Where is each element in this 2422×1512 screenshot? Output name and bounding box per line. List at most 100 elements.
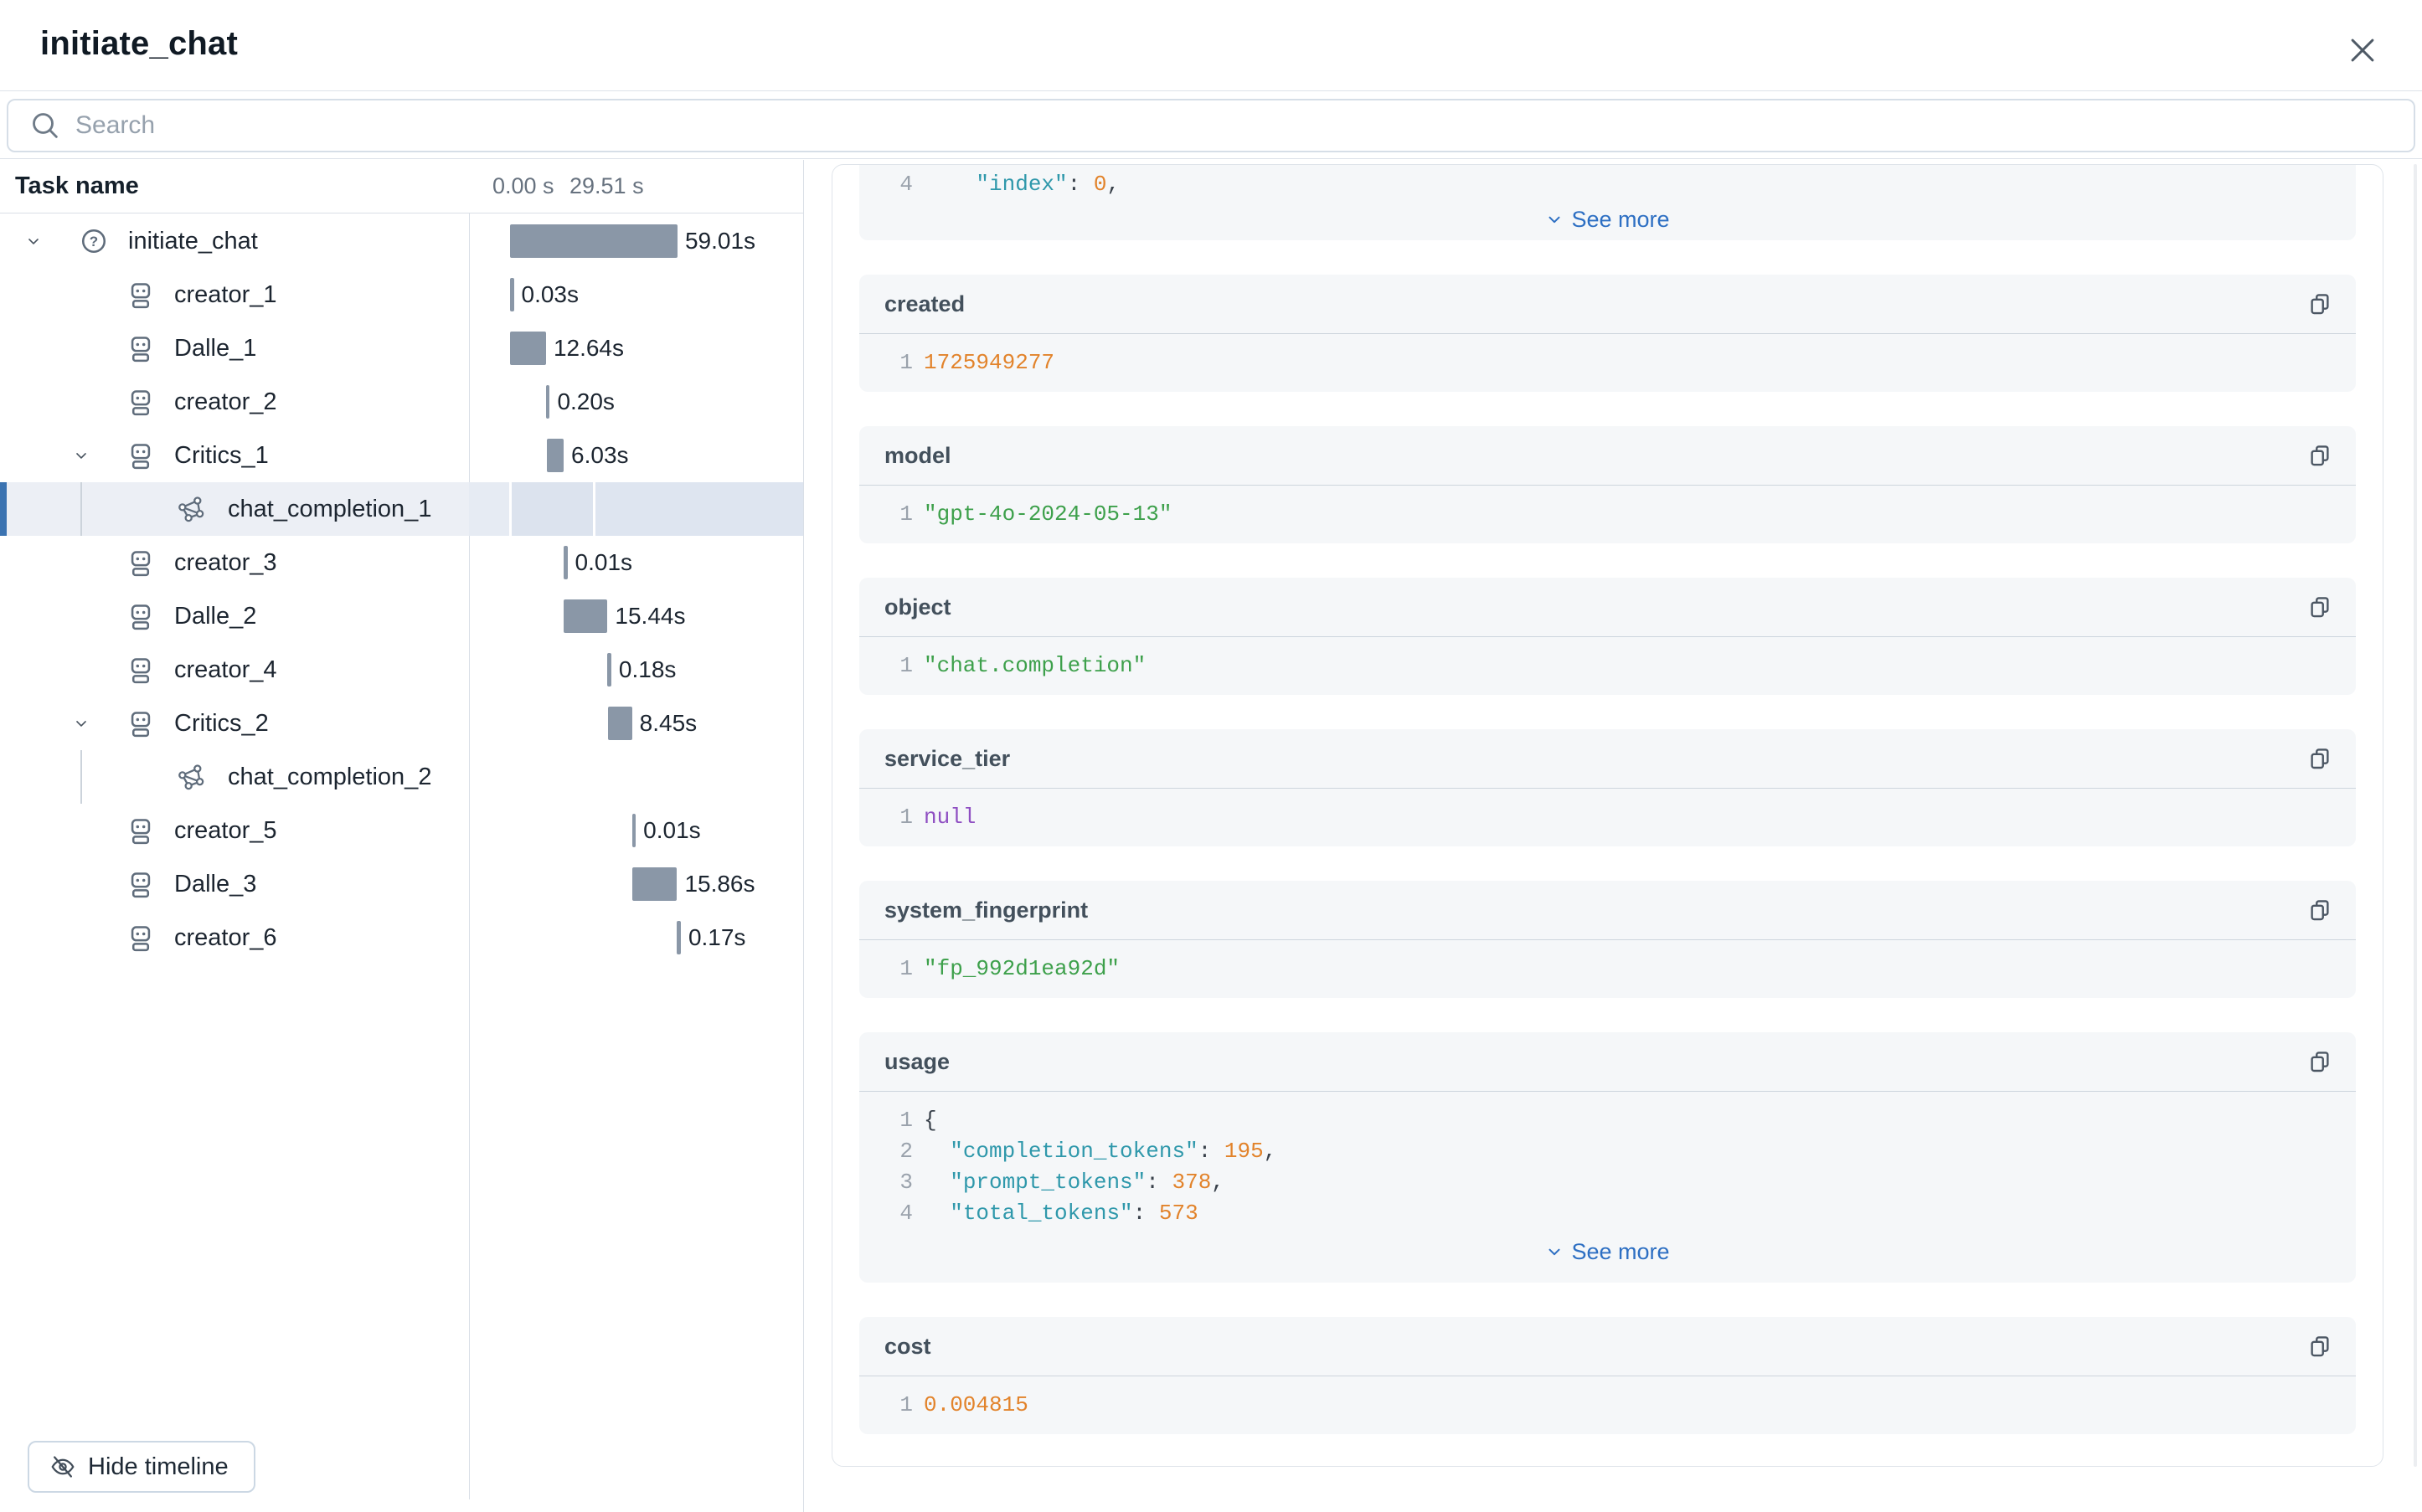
section-header: object: [859, 578, 2356, 636]
robot-icon: [131, 444, 151, 470]
tree-row[interactable]: Dalle_2 15.44s: [0, 589, 803, 643]
code-line: 3 "prompt_tokens": 378,: [859, 1167, 2356, 1198]
tree-row[interactable]: chat_completion_2: [0, 750, 803, 804]
section-content: 1 "chat.completion": [859, 637, 2356, 695]
tree-row-label: Critics_2: [174, 710, 269, 737]
timeline-bar: [564, 599, 608, 633]
hide-timeline-button[interactable]: Hide timeline: [28, 1441, 255, 1493]
page-title: initiate_chat: [40, 25, 238, 62]
section-divider: [859, 636, 2356, 637]
graph-icon: [177, 763, 205, 791]
robot-icon: [131, 283, 151, 309]
tree-row[interactable]: Critics_1 6.03s: [0, 429, 803, 482]
line-number: 1: [899, 1108, 913, 1133]
line-number: 4: [899, 1201, 913, 1226]
close-button[interactable]: [2344, 30, 2384, 70]
eye-off-icon: [51, 1456, 75, 1478]
code-token: :: [1198, 1139, 1224, 1164]
section-title: usage: [884, 1048, 951, 1074]
title-bar: initiate_chat: [0, 0, 2422, 90]
robot-icon: [126, 816, 155, 845]
tree-row[interactable]: chat_completion_1: [0, 482, 803, 536]
span-details-sections: 4 "index": 0, See more created 1 1725949277 m…: [859, 165, 2356, 1434]
robot-icon: [126, 548, 155, 577]
tree-row[interactable]: creator_1 0.03s: [0, 268, 803, 321]
see-more-button[interactable]: See more: [859, 1237, 2356, 1266]
expand-chevron[interactable]: [25, 233, 42, 249]
line-number: 4: [899, 172, 913, 197]
tree-row[interactable]: creator_5 0.01s: [0, 804, 803, 857]
copy-button[interactable]: [2304, 1330, 2336, 1362]
chevron-down-icon: [28, 239, 39, 244]
robot-icon: [131, 926, 151, 952]
copy-button[interactable]: [2304, 743, 2336, 774]
selected-row-accent: [0, 482, 7, 536]
copy-icon: [2311, 1336, 2329, 1357]
tree-row-label: initiate_chat: [128, 228, 258, 255]
tree-row[interactable]: ? initiate_chat 59.01s: [0, 214, 803, 268]
copy-button[interactable]: [2304, 591, 2336, 623]
section-header: service_tier: [859, 729, 2356, 788]
search-input[interactable]: [74, 111, 2414, 141]
copy-button[interactable]: [2304, 1046, 2336, 1077]
timeline-tick-end: 29.51 s: [569, 173, 644, 198]
section-divider: [859, 788, 2356, 789]
page-scrollbar[interactable]: [2414, 164, 2417, 1467]
timeline-bar-duration: 8.45s: [639, 710, 698, 736]
robot-icon: [126, 870, 155, 898]
robot-icon: [126, 334, 155, 363]
section-divider: [859, 1091, 2356, 1092]
code-token: :: [1132, 1201, 1159, 1226]
question-icon: ?: [81, 229, 106, 254]
robot-icon: [126, 656, 155, 684]
tree-row[interactable]: Dalle_3 15.86s: [0, 857, 803, 911]
tree-row[interactable]: Dalle_1 12.64s: [0, 321, 803, 375]
tree-row-label: creator_6: [174, 924, 277, 951]
code-line: 1 "fp_992d1ea92d": [859, 954, 2356, 985]
code-token: "gpt-4o-2024-05-13": [924, 501, 1172, 527]
tree-row[interactable]: creator_3 0.01s: [0, 536, 803, 589]
see-more-button[interactable]: See more: [859, 205, 2356, 234]
robot-icon: [126, 280, 155, 309]
section-card-model: model 1 "gpt-4o-2024-05-13": [859, 426, 2356, 543]
code-line: 1 "chat.completion": [859, 651, 2356, 681]
copy-icon: [2311, 294, 2329, 315]
copy-button[interactable]: [2304, 288, 2336, 320]
copy-icon: [2311, 1052, 2329, 1072]
code-tokens: "gpt-4o-2024-05-13": [924, 499, 1172, 530]
tree-row-label: creator_5: [174, 817, 277, 844]
tree-row[interactable]: Critics_2 8.45s: [0, 697, 803, 750]
line-number: 1: [899, 653, 913, 678]
timeline-bar: [546, 439, 564, 472]
expand-chevron[interactable]: [73, 715, 90, 732]
copy-button[interactable]: [2304, 894, 2336, 926]
graph-icon: [178, 764, 204, 790]
code-token: 1725949277: [924, 350, 1055, 375]
section-divider: [859, 939, 2356, 940]
tree-row[interactable]: creator_2 0.20s: [0, 375, 803, 429]
section-card-service_tier: service_tier 1 null: [859, 729, 2356, 846]
search-bar: [0, 90, 2422, 159]
timeline-bar-duration: 0.03s: [521, 281, 580, 307]
timeline-bar-duration: 6.03s: [571, 442, 629, 468]
hide-timeline-label: Hide timeline: [88, 1453, 229, 1480]
code-token: "chat.completion": [924, 653, 1147, 678]
search-box[interactable]: [7, 99, 2415, 152]
expand-chevron[interactable]: [73, 447, 90, 464]
section-header: usage: [859, 1032, 2356, 1091]
chevron-down-icon: [1549, 216, 1560, 224]
span-details-panel: 4 "index": 0, See more created 1 1725949277 m…: [832, 164, 2383, 1467]
tree-row[interactable]: creator_6 0.17s: [0, 911, 803, 964]
code-token: "completion_tokens": [950, 1139, 1198, 1164]
line-number: 1: [899, 501, 913, 527]
code-line: 2 "completion_tokens": 195,: [859, 1136, 2356, 1167]
tree-row[interactable]: creator_4 0.18s: [0, 643, 803, 697]
line-number: 2: [899, 1139, 913, 1164]
see-more-label: See more: [1571, 1238, 1670, 1264]
section-content: 1 null: [859, 789, 2356, 846]
line-number: 3: [899, 1170, 913, 1195]
task-name-column-header: Task name: [15, 172, 139, 199]
tree-row-label: creator_3: [174, 549, 277, 576]
copy-button[interactable]: [2304, 440, 2336, 471]
code-token: :: [1067, 172, 1094, 197]
